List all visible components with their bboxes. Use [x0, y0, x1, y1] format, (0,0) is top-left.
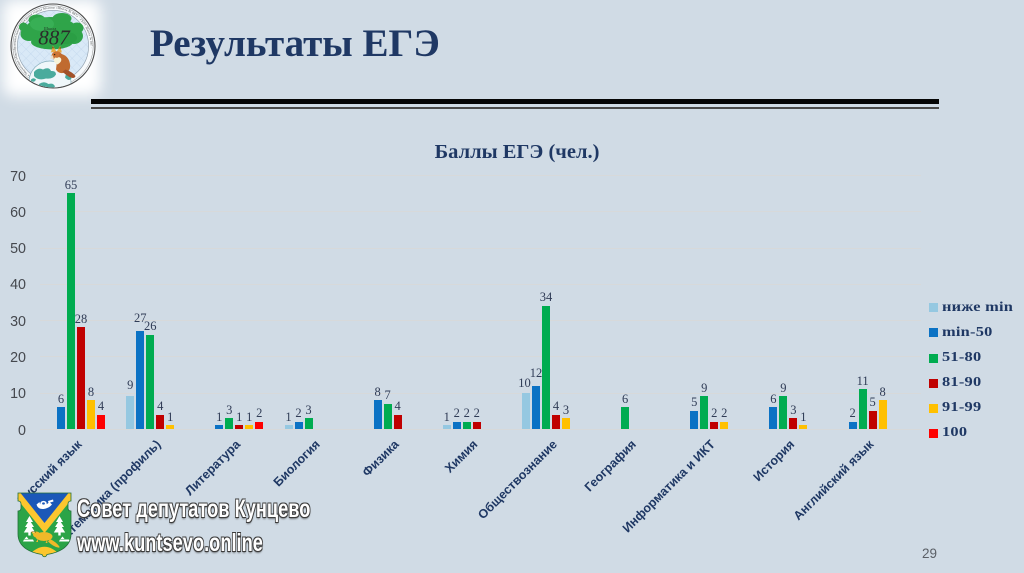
svg-text:Школа: Школа: [44, 26, 57, 31]
svg-text:887: 887: [38, 26, 71, 50]
